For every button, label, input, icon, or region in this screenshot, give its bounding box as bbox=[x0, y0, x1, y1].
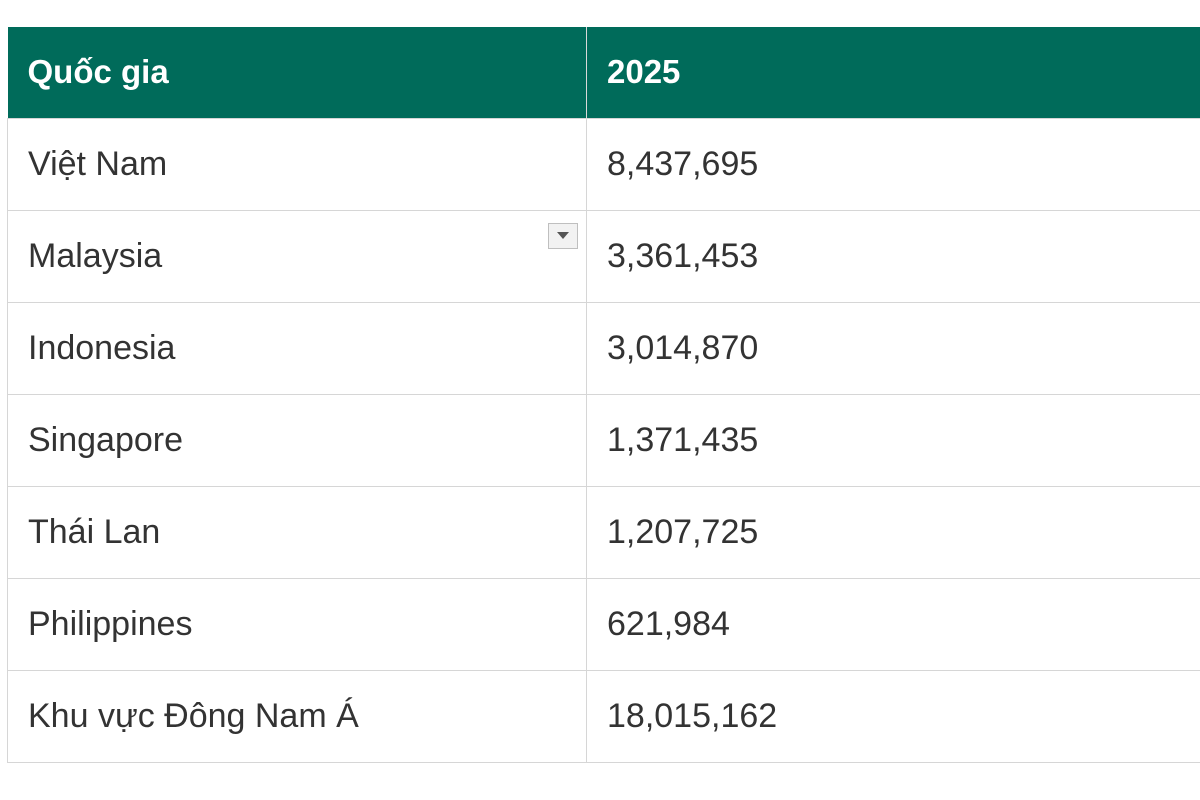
data-table: Quốc gia 2025 Việt Nam 8,437,695 Malaysi… bbox=[7, 27, 1200, 763]
chevron-down-icon bbox=[557, 232, 569, 239]
table-row: Indonesia 3,014,870 bbox=[7, 301, 1200, 395]
value-cell: 1,371,435 bbox=[586, 393, 1200, 487]
country-cell: Malaysia bbox=[7, 209, 587, 303]
table-row: Malaysia 3,361,453 bbox=[7, 209, 1200, 303]
column-header-year: 2025 bbox=[586, 27, 1200, 118]
table-row: Singapore 1,371,435 bbox=[7, 393, 1200, 487]
header-row: Quốc gia 2025 bbox=[7, 27, 1200, 118]
table-row-total: Khu vực Đông Nam Á 18,015,162 bbox=[7, 669, 1200, 763]
country-cell: Thái Lan bbox=[7, 485, 587, 579]
data-table-container: Quốc gia 2025 Việt Nam 8,437,695 Malaysi… bbox=[7, 27, 1200, 763]
country-cell: Indonesia bbox=[7, 301, 587, 395]
value-cell: 3,014,870 bbox=[586, 301, 1200, 395]
table-header: Quốc gia 2025 bbox=[7, 27, 1200, 118]
table-row: Philippines 621,984 bbox=[7, 577, 1200, 671]
country-cell: Singapore bbox=[7, 393, 587, 487]
country-label: Malaysia bbox=[28, 236, 163, 275]
table-row: Việt Nam 8,437,695 bbox=[7, 117, 1200, 211]
value-cell: 3,361,453 bbox=[586, 209, 1200, 303]
value-cell: 621,984 bbox=[586, 577, 1200, 671]
country-cell: Việt Nam bbox=[7, 117, 587, 211]
table-row: Thái Lan 1,207,725 bbox=[7, 485, 1200, 579]
cell-dropdown-button[interactable] bbox=[548, 222, 578, 249]
value-cell: 8,437,695 bbox=[586, 117, 1200, 211]
value-cell: 1,207,725 bbox=[586, 485, 1200, 579]
country-cell: Philippines bbox=[7, 577, 587, 671]
value-cell: 18,015,162 bbox=[586, 669, 1200, 763]
country-cell: Khu vực Đông Nam Á bbox=[7, 669, 587, 763]
table-body: Việt Nam 8,437,695 Malaysia 3,361,453 In… bbox=[7, 117, 1200, 763]
column-header-country: Quốc gia bbox=[7, 27, 587, 118]
